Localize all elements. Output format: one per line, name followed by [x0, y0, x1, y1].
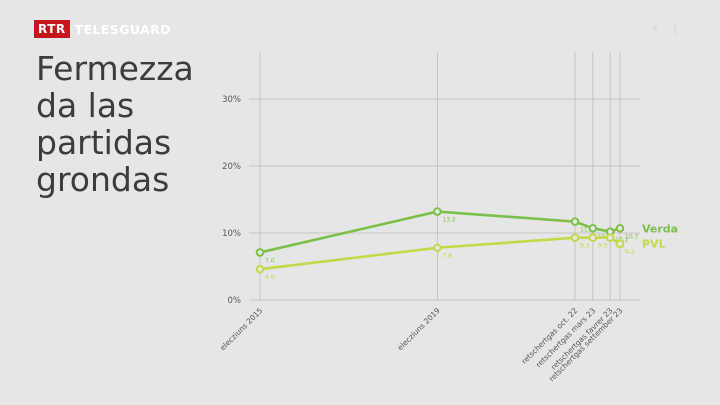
data-point-pvl	[255, 264, 265, 274]
y-tick-label: 20%	[222, 162, 241, 172]
data-label-pvl: 8.2	[625, 249, 635, 256]
data-point-pvl	[605, 233, 615, 242]
data-point-verda	[615, 224, 625, 233]
data-point-pvl	[570, 233, 580, 242]
data-point-verda	[570, 217, 580, 226]
x-tick-label: elecziuns 2019	[396, 306, 442, 352]
series-label-verda: Verda	[642, 222, 678, 235]
y-tick-label: 10%	[222, 229, 241, 239]
y-tick-label: 0%	[228, 296, 242, 306]
data-point-verda	[433, 207, 442, 216]
series-label-pvl: PVL	[642, 238, 666, 251]
logo-mark: RTR	[34, 20, 70, 38]
data-label-verda: 10.7	[625, 233, 639, 240]
data-point-pvl	[433, 243, 442, 253]
x-tick-label: elecziuns 2015	[218, 306, 264, 352]
data-point-pvl	[588, 233, 598, 242]
data-point-pvl	[615, 239, 625, 249]
data-point-verda	[255, 248, 265, 257]
data-label-pvl: 7.8	[442, 253, 452, 260]
data-label-verda: 7.0	[265, 257, 275, 264]
series-line-pvl	[259, 236, 621, 271]
watermark-icon: ✶ · |	[650, 22, 678, 36]
data-point-verda	[588, 224, 598, 233]
data-label-verda: 13.2	[442, 217, 456, 224]
data-label-pvl: 4.6	[265, 274, 275, 281]
data-label-verda: 11.7	[580, 227, 594, 234]
data-label-pvl: 9.3	[580, 243, 590, 250]
y-tick-label: 30%	[222, 95, 241, 105]
chart-title: Fermezza da las partidas grondas	[36, 49, 194, 199]
logo-name: TELESGUARD	[74, 21, 171, 37]
broadcaster-logo: RTR TELESGUARD	[34, 20, 171, 38]
data-label-pvl: 9.3	[598, 243, 608, 250]
